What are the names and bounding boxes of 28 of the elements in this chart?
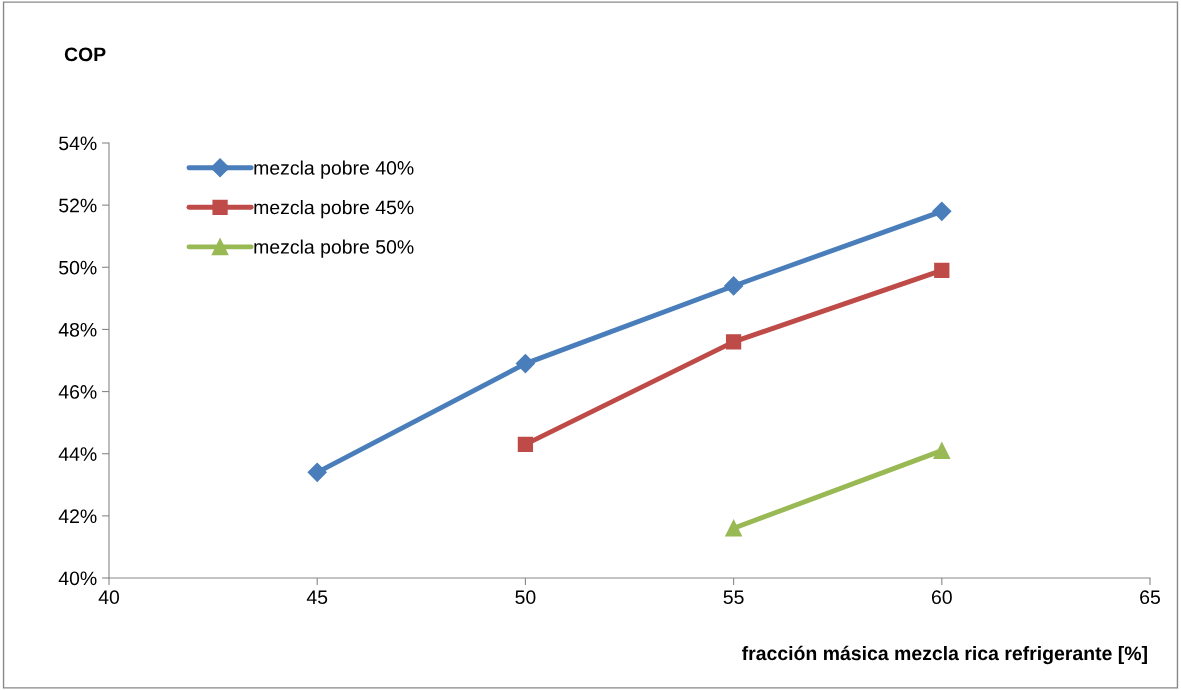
x-tick-label: 55 <box>723 590 744 605</box>
y-tick-label: 50% <box>59 260 97 275</box>
y-axis-title: COP <box>64 47 106 62</box>
y-tick-label: 42% <box>58 509 97 524</box>
y-tick-label: 52% <box>59 198 97 213</box>
point <box>307 462 327 482</box>
point <box>933 442 951 459</box>
legend-label: mezcla pobre 50% <box>254 239 414 258</box>
point <box>515 354 535 374</box>
y-tick-label: 44% <box>58 447 97 461</box>
x-tick-label: 50 <box>515 590 536 605</box>
y-tick-label: 46% <box>58 385 97 399</box>
point <box>725 519 742 537</box>
y-tick-label: 48% <box>58 322 97 337</box>
point <box>724 276 744 296</box>
x-axis-title: fracción másica mezcla rica refrigerante [%] <box>741 645 1147 665</box>
x-tick-label: 40 <box>98 590 120 605</box>
point <box>517 436 534 453</box>
point <box>934 262 950 279</box>
legend-label: mezcla pobre 45% <box>254 200 414 219</box>
x-tick-label: 65 <box>1140 590 1160 605</box>
legend-label: mezcla pobre 40% <box>254 160 414 179</box>
point <box>932 201 952 221</box>
y-tick-label: 54% <box>59 136 97 151</box>
point <box>725 334 742 350</box>
x-tick-label: 60 <box>931 590 952 605</box>
y-tick-label: 40% <box>58 571 97 586</box>
x-tick-label: 45 <box>306 590 328 605</box>
